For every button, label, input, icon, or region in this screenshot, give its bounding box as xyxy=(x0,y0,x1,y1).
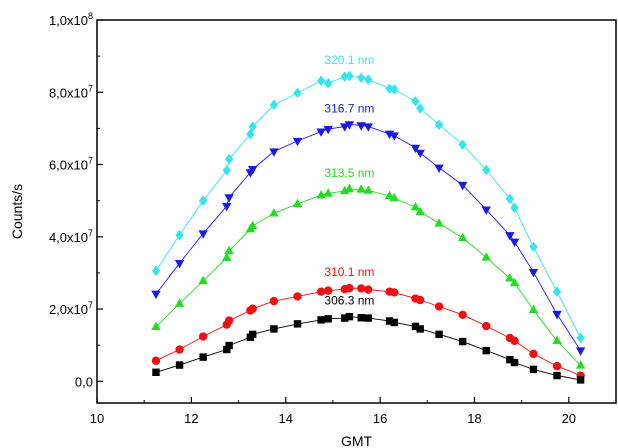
square-marker xyxy=(176,361,183,368)
series-label: 306.3 nm xyxy=(324,294,374,308)
square-marker xyxy=(324,315,331,322)
x-tick-label: 12 xyxy=(184,411,198,426)
square-marker xyxy=(199,353,206,360)
triangle-up-marker xyxy=(505,273,514,281)
diamond-marker xyxy=(510,203,518,213)
square-marker xyxy=(346,313,353,320)
series-points xyxy=(151,71,585,384)
triangle-up-marker xyxy=(151,322,160,330)
y-tick-label: 4,0x107 xyxy=(49,228,93,245)
triangle-down-marker xyxy=(415,150,424,158)
triangle-down-marker xyxy=(510,239,519,247)
diamond-marker xyxy=(553,287,561,297)
series-label: 313.5 nm xyxy=(324,166,374,180)
triangle-up-marker xyxy=(345,184,354,192)
square-marker xyxy=(152,369,159,376)
circle-marker xyxy=(553,362,561,370)
circle-marker xyxy=(510,337,518,345)
triangle-down-marker xyxy=(576,347,585,355)
triangle-up-marker xyxy=(357,184,366,192)
circle-marker xyxy=(225,316,233,324)
square-marker xyxy=(391,319,398,326)
circle-marker xyxy=(416,296,424,304)
series-label: 320.1 nm xyxy=(324,53,374,67)
axis-ticks: 10 12 14 16 18 20 0,0 2,0x107 4,0x107 6,0x107 8,0x… xyxy=(49,11,576,426)
diamond-marker xyxy=(411,96,419,106)
x-tick-label: 18 xyxy=(467,411,481,426)
circle-marker xyxy=(529,350,537,358)
triangle-up-marker xyxy=(482,252,491,260)
series-line xyxy=(156,317,581,380)
circle-marker xyxy=(270,297,278,305)
triangle-down-marker xyxy=(269,148,278,156)
circle-marker xyxy=(345,284,353,292)
triangle-down-marker xyxy=(151,291,160,299)
square-marker xyxy=(317,316,324,323)
square-marker xyxy=(249,331,256,338)
triangle-up-marker xyxy=(323,188,332,196)
square-marker xyxy=(225,342,232,349)
x-tick-label: 16 xyxy=(373,411,387,426)
square-marker xyxy=(577,376,584,383)
circle-marker xyxy=(482,322,490,330)
y-tick-label: 8,0x107 xyxy=(49,83,93,100)
circle-marker xyxy=(199,332,207,340)
diamond-marker xyxy=(416,103,424,113)
square-marker xyxy=(416,325,423,332)
y-axis-title: Counts/s xyxy=(9,184,25,239)
triangle-up-marker xyxy=(248,221,257,229)
square-marker xyxy=(530,366,537,373)
circle-marker xyxy=(357,284,365,292)
series-label: 310.1 nm xyxy=(324,265,374,279)
circle-marker xyxy=(152,357,160,365)
y-tick-label: 1,0x108 xyxy=(49,11,93,28)
square-marker xyxy=(553,372,560,379)
square-marker xyxy=(365,314,372,321)
series-label: 316.7 nm xyxy=(324,101,374,115)
triangle-down-marker xyxy=(224,194,233,202)
circle-marker xyxy=(364,285,372,293)
diamond-marker xyxy=(293,88,301,98)
square-marker xyxy=(435,331,442,338)
triangle-down-marker xyxy=(434,165,443,173)
square-marker xyxy=(358,314,365,321)
diamond-marker xyxy=(576,333,584,343)
square-marker xyxy=(511,359,518,366)
square-marker xyxy=(483,347,490,354)
diamond-marker xyxy=(324,78,332,88)
triangle-up-marker xyxy=(364,185,373,193)
x-tick-label: 14 xyxy=(278,411,292,426)
x-tick-label: 10 xyxy=(90,411,104,426)
triangle-up-marker xyxy=(458,233,467,241)
square-marker xyxy=(270,325,277,332)
triangle-down-marker xyxy=(552,311,561,319)
diamond-marker xyxy=(364,74,372,84)
x-tick-label: 20 xyxy=(562,411,576,426)
diamond-marker xyxy=(435,120,443,130)
triangle-down-marker xyxy=(529,269,538,277)
y-tick-label: 6,0x107 xyxy=(49,156,93,173)
square-marker xyxy=(294,320,301,327)
triangle-up-marker xyxy=(175,298,184,306)
x-axis-title: GMT xyxy=(341,433,373,448)
diamond-marker xyxy=(270,100,278,110)
series-curves xyxy=(156,76,581,380)
diamond-marker xyxy=(357,73,365,83)
circle-marker xyxy=(175,345,183,353)
diamond-marker xyxy=(317,76,325,86)
triangle-up-marker xyxy=(198,276,207,284)
y-tick-label: 0,0 xyxy=(75,374,93,389)
circle-marker xyxy=(435,302,443,310)
circle-marker xyxy=(390,288,398,296)
circle-marker xyxy=(249,304,257,312)
square-marker xyxy=(459,338,466,345)
triangle-down-marker xyxy=(390,132,399,140)
circle-marker xyxy=(293,292,301,300)
triangle-up-marker xyxy=(434,218,443,226)
series-labels: 320.1 nm 316.7 nm 313.5 nm 310.1 nm 306.3 nm xyxy=(324,53,374,308)
diamond-marker xyxy=(529,242,537,252)
circle-marker xyxy=(458,311,466,319)
y-tick-label: 2,0x107 xyxy=(49,300,93,317)
